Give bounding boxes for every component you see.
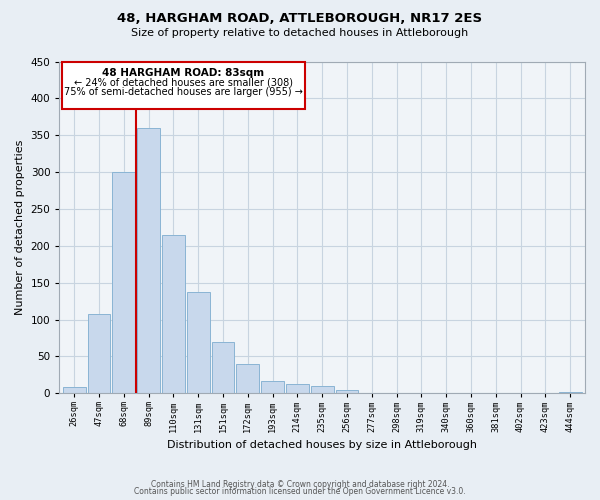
Text: 48 HARGHAM ROAD: 83sqm: 48 HARGHAM ROAD: 83sqm [102, 68, 265, 78]
Bar [63, 388, 86, 393]
Text: 75% of semi-detached houses are larger (955) →: 75% of semi-detached houses are larger (… [64, 86, 303, 97]
Bar [286, 384, 309, 393]
Bar [236, 364, 259, 393]
Bar [162, 234, 185, 393]
Bar [187, 292, 209, 393]
Bar [137, 128, 160, 393]
Text: Size of property relative to detached houses in Attleborough: Size of property relative to detached ho… [131, 28, 469, 38]
X-axis label: Distribution of detached houses by size in Attleborough: Distribution of detached houses by size … [167, 440, 477, 450]
Bar [88, 314, 110, 393]
Bar [559, 392, 581, 393]
Text: ← 24% of detached houses are smaller (308): ← 24% of detached houses are smaller (30… [74, 78, 293, 88]
Text: Contains HM Land Registry data © Crown copyright and database right 2024.: Contains HM Land Registry data © Crown c… [151, 480, 449, 489]
Bar [261, 382, 284, 393]
Bar [212, 342, 235, 393]
Bar [311, 386, 334, 393]
Bar [112, 172, 135, 393]
Text: 48, HARGHAM ROAD, ATTLEBOROUGH, NR17 2ES: 48, HARGHAM ROAD, ATTLEBOROUGH, NR17 2ES [118, 12, 482, 26]
Text: Contains public sector information licensed under the Open Government Licence v3: Contains public sector information licen… [134, 487, 466, 496]
Bar [335, 390, 358, 393]
Bar [62, 62, 305, 110]
Y-axis label: Number of detached properties: Number of detached properties [15, 140, 25, 315]
